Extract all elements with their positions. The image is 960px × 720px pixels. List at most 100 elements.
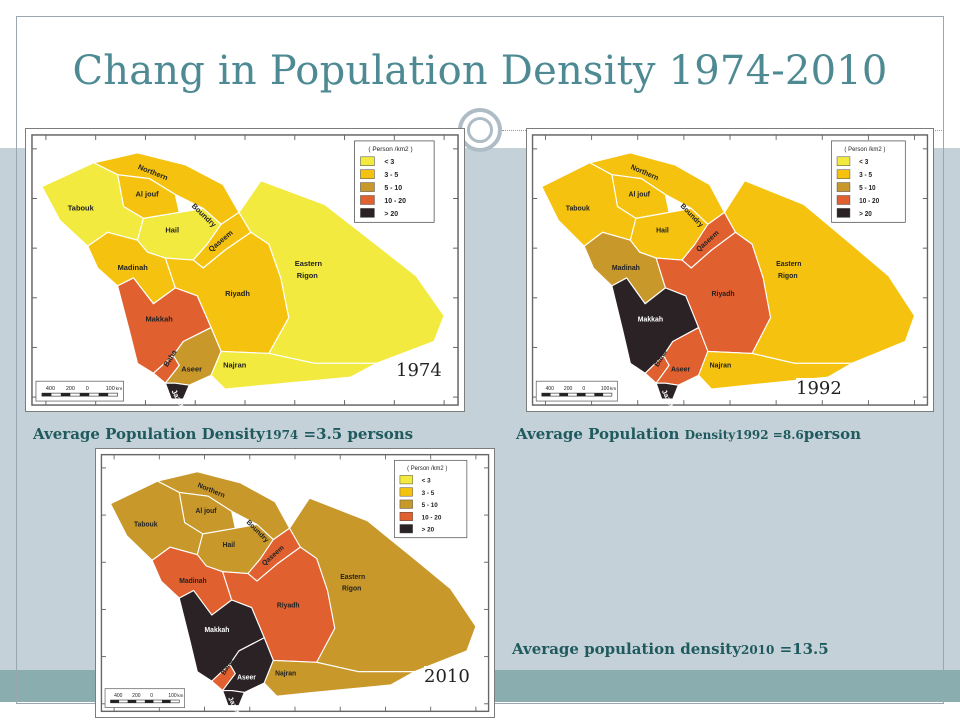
region-label: Madinah	[118, 263, 149, 272]
region-najran	[263, 659, 415, 697]
scale-bar-label: 400	[545, 386, 554, 392]
legend-label: 3 - 5	[422, 490, 435, 497]
scale-bar-segment	[60, 393, 71, 397]
region-label: Makkah	[205, 627, 230, 634]
region-jazan	[164, 382, 190, 400]
scale-bar-segment	[594, 393, 604, 397]
caption-1974-main: Average Population Density	[33, 425, 265, 443]
scale-bar-label: 0	[150, 693, 153, 699]
legend-label: 5 - 10	[384, 185, 402, 192]
legend-swatch	[836, 169, 851, 179]
scale-bar-segment	[79, 393, 90, 397]
caption-1974-year: 1974	[264, 428, 299, 442]
scale-bar-unit: km	[116, 386, 123, 392]
caption-1992: Average Population Density1992 =8.6perso…	[516, 425, 861, 443]
legend-label: 5 - 10	[859, 185, 876, 192]
region-label: Aseer	[671, 365, 690, 373]
legend-swatch	[360, 182, 375, 192]
region-label: Rigon	[778, 272, 798, 280]
scale-bar-segment	[144, 700, 154, 703]
legend-label: 3 - 5	[384, 172, 398, 179]
scale-bar-segment	[541, 393, 551, 397]
scale-bar-segment	[127, 700, 137, 703]
caption-2010: Average population density2010 =13.5	[512, 640, 829, 658]
region-label: Tabouk	[68, 203, 95, 212]
slide-title: Chang in Population Density 1974-2010	[72, 48, 888, 94]
caption-2010-main: Average population density	[512, 640, 741, 658]
scale-bar-label: 200	[132, 693, 140, 699]
scale-bar-segment	[41, 393, 52, 397]
caption-1992-value: person	[803, 425, 862, 443]
scale-bar-label: 200	[564, 386, 573, 392]
legend-swatch	[360, 156, 375, 166]
region-aseer	[164, 326, 222, 386]
region-najran	[210, 350, 377, 390]
region-label: Tabouk	[134, 521, 158, 528]
legend-label: 10 - 20	[422, 514, 442, 521]
legend-swatch	[399, 511, 413, 521]
caption-1992-main: Average Population	[516, 425, 685, 443]
scale-bar-segment	[576, 393, 586, 397]
map-1974: Northern Boundry Al jouf Tabouk Hail Qaseem Ma…	[25, 128, 465, 412]
region-jazan	[222, 690, 245, 707]
scale-bar-label: 400	[46, 386, 55, 392]
region-label: Tabouk	[566, 204, 590, 212]
legend-label: < 3	[384, 159, 394, 166]
scale-bar	[541, 392, 613, 397]
legend-label: < 3	[422, 477, 431, 484]
region-label: Aseer	[237, 674, 256, 681]
scale-bar-unit: km	[610, 386, 616, 392]
scale-bar-unit: km	[177, 693, 183, 698]
scale-bar-label: 0	[582, 386, 585, 392]
legend-label: > 20	[422, 526, 435, 533]
legend-title: ( Person /km2 )	[844, 146, 885, 153]
region-label: Najran	[275, 670, 296, 677]
legend-swatch	[399, 499, 413, 509]
region-label: Eastern	[776, 260, 801, 268]
region-aseer	[655, 326, 709, 386]
region-label: Al jouf	[629, 190, 651, 198]
legend-swatch	[836, 195, 851, 205]
region-aseer	[222, 637, 274, 694]
legend-label: 3 - 5	[859, 172, 872, 179]
region-label: Riyadh	[225, 289, 250, 298]
legend-label: 10 - 20	[384, 198, 406, 205]
region-label: Aseer	[181, 364, 202, 373]
scale-bar-segment	[559, 393, 569, 397]
region-label: Makkah	[638, 315, 663, 323]
region-label: Eastern	[340, 574, 365, 581]
legend-title: ( Person /km2 )	[368, 146, 412, 153]
region-label: Madinah	[179, 578, 206, 585]
region-jazan	[655, 382, 679, 400]
legend-swatch	[836, 182, 851, 192]
caption-1974: Average Population Density1974 =3.5 pers…	[33, 425, 413, 443]
legend-swatch	[836, 208, 851, 218]
legend-swatch	[360, 208, 375, 218]
caption-2010-year: 2010	[740, 643, 775, 657]
legend-title: ( Person /km2 )	[407, 466, 447, 472]
region-label: Makkah	[145, 315, 173, 324]
region-label: Najran	[223, 360, 247, 369]
region-label: Riyadh	[277, 602, 300, 609]
legend-label: > 20	[384, 211, 398, 218]
legend-label: > 20	[859, 211, 872, 218]
region-label: Riyadh	[712, 290, 735, 298]
caption-1974-value: =3.5 persons	[298, 425, 414, 443]
legend-swatch	[399, 487, 413, 497]
region-label: Al jouf	[136, 190, 160, 199]
year-label-1992: 1992	[796, 378, 842, 399]
year-label-1974: 1974	[396, 360, 442, 381]
scale-bar-label: 100	[168, 693, 176, 699]
legend-label: 10 - 20	[859, 198, 879, 205]
region-label: Eastern	[295, 259, 323, 268]
year-label-2010: 2010	[424, 666, 470, 687]
region-label: Madinah	[612, 264, 640, 272]
scale-bar-segment	[98, 393, 109, 397]
scale-bar-segment	[110, 700, 120, 703]
caption-1992-density: Density1992 =8.6	[684, 428, 804, 442]
legend-label: 5 - 10	[422, 502, 439, 509]
caption-2010-value: =13.5	[774, 640, 829, 658]
scale-bar-label: 100	[106, 386, 115, 392]
